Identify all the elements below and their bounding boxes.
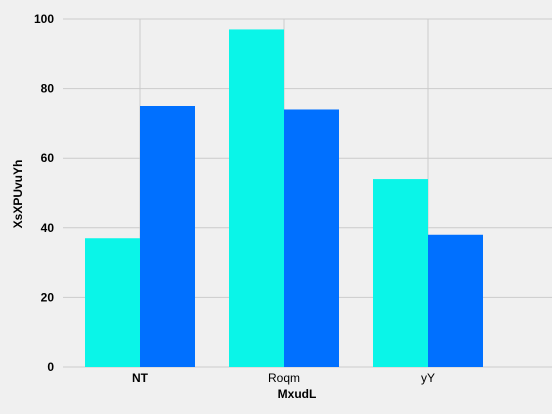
- x-tick-label: Roqm: [268, 371, 300, 385]
- bar-series-1-nt: [85, 238, 140, 367]
- x-tick-label: NT: [132, 371, 149, 385]
- y-tick-label: 100: [34, 12, 54, 26]
- y-tick-label: 80: [41, 82, 55, 96]
- bar-series-2-roqm: [284, 109, 339, 367]
- x-axis-label: MxudL: [278, 387, 317, 401]
- y-tick-label: 40: [41, 221, 55, 235]
- x-tick-label: yY: [421, 371, 435, 385]
- y-tick-label: 0: [47, 360, 54, 374]
- bar-series-2-nt: [140, 106, 195, 367]
- y-tick-label: 20: [41, 290, 55, 304]
- y-axis-label: XsXPUvuYh: [11, 160, 25, 229]
- y-tick-label: 60: [41, 151, 55, 165]
- bar-series-1-yy: [373, 179, 428, 367]
- bar-series-1-roqm: [229, 29, 284, 367]
- bar-series-2-yy: [428, 235, 483, 367]
